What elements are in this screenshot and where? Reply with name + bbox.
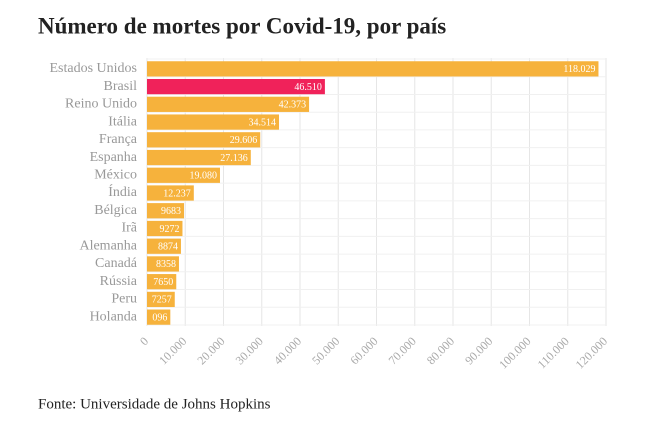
bar	[147, 149, 251, 166]
x-tick-label: 120.000	[573, 334, 610, 371]
value-label: 9683	[161, 206, 181, 217]
x-tick-label: 80.000	[424, 334, 457, 367]
bar	[147, 309, 171, 325]
value-label: 12.237	[163, 188, 191, 199]
y-tick-label: Rússia	[100, 274, 138, 289]
x-tick-label: 30.000	[233, 334, 266, 367]
bar	[147, 256, 179, 272]
y-tick-label: Índia	[108, 183, 138, 200]
y-tick-label: Itália	[108, 114, 138, 129]
y-tick-label: Irã	[121, 221, 137, 236]
value-label: 42.373	[279, 100, 307, 111]
value-label: 9272	[159, 224, 179, 235]
value-label: 8874	[158, 241, 178, 252]
x-tick-label: 100.000	[496, 334, 533, 371]
bar	[147, 61, 599, 77]
bar	[147, 238, 181, 254]
value-label: 46.510	[294, 82, 322, 93]
value-label: 118.029	[563, 64, 595, 75]
value-label: 096	[152, 312, 167, 323]
bar	[147, 132, 261, 148]
bar	[147, 114, 280, 130]
value-label: 19.080	[189, 171, 217, 182]
x-tick-label: 0	[137, 334, 151, 348]
x-tick-label: 10.000	[156, 334, 189, 367]
y-tick-label: Estados Unidos	[50, 61, 138, 76]
y-tick-label: Bélgica	[94, 203, 138, 218]
x-tick-label: 20.000	[194, 334, 227, 367]
value-label: 27.136	[220, 153, 248, 164]
x-tick-label: 40.000	[271, 334, 304, 367]
x-tick-label: 90.000	[462, 334, 495, 367]
y-tick-label: Espanha	[90, 150, 138, 165]
bar	[147, 167, 220, 183]
y-tick-label: França	[99, 132, 138, 147]
y-tick-label: Holanda	[90, 309, 138, 324]
bar	[147, 291, 175, 308]
x-tick-label: 110.000	[535, 334, 572, 371]
value-label: 29.606	[230, 135, 258, 146]
y-tick-label: México	[94, 167, 137, 182]
y-tick-label: Brasil	[104, 79, 138, 94]
x-tick-label: 70.000	[386, 334, 419, 367]
chart-title: Número de mortes por Covid-19, por país	[38, 13, 446, 38]
bar	[147, 274, 177, 290]
y-tick-label: Canadá	[95, 256, 138, 271]
value-label: 7650	[153, 277, 173, 288]
bar	[147, 96, 310, 112]
y-tick-label: Peru	[111, 292, 137, 307]
value-label: 7257	[152, 295, 172, 306]
value-label: 8358	[156, 259, 176, 270]
bar	[147, 185, 194, 201]
x-tick-label: 50.000	[309, 334, 342, 367]
bar	[147, 220, 183, 237]
y-tick-label: Reino Unido	[65, 97, 137, 112]
x-tick-label: 60.000	[347, 334, 380, 367]
y-tick-label: Alemanha	[79, 238, 137, 253]
source-note: Fonte: Universidade de Johns Hopkins	[38, 396, 271, 412]
bar	[147, 78, 325, 95]
value-label: 34.514	[249, 117, 277, 128]
bar	[147, 203, 185, 219]
